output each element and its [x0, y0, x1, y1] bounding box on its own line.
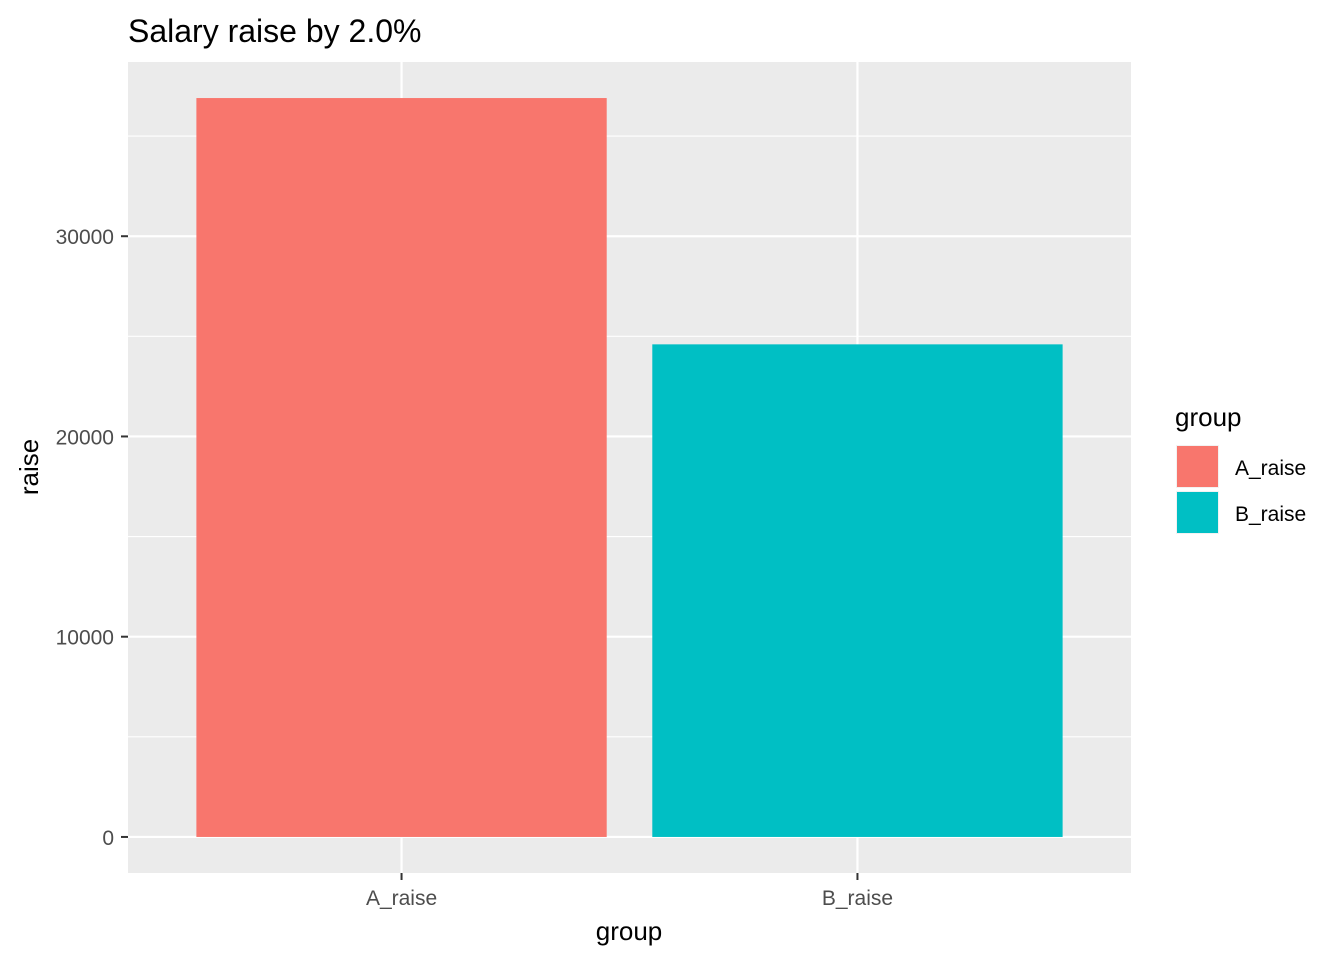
legend-title: group — [1175, 402, 1242, 432]
legend: group A_raise B_raise — [1175, 402, 1306, 534]
x-tick-label: B_raise — [822, 887, 893, 910]
x-axis-ticks: A_raise B_raise — [366, 873, 893, 910]
legend-label: B_raise — [1235, 503, 1306, 526]
bar — [196, 98, 607, 837]
y-axis-title: raise — [14, 439, 44, 495]
legend-key — [1177, 446, 1218, 487]
y-tick-label: 20000 — [56, 426, 114, 449]
x-tick-label: A_raise — [366, 887, 437, 910]
x-axis-title: group — [596, 916, 663, 946]
y-tick-label: 10000 — [56, 627, 114, 650]
chart-title: Salary raise by 2.0% — [128, 13, 421, 49]
legend-label: A_raise — [1235, 457, 1306, 480]
y-tick-label: 0 — [102, 827, 114, 850]
bar — [652, 344, 1063, 837]
y-axis-ticks: 0 10000 20000 30000 — [56, 226, 128, 850]
legend-key — [1177, 492, 1218, 533]
bars — [196, 98, 1063, 837]
y-tick-label: 30000 — [56, 226, 114, 249]
